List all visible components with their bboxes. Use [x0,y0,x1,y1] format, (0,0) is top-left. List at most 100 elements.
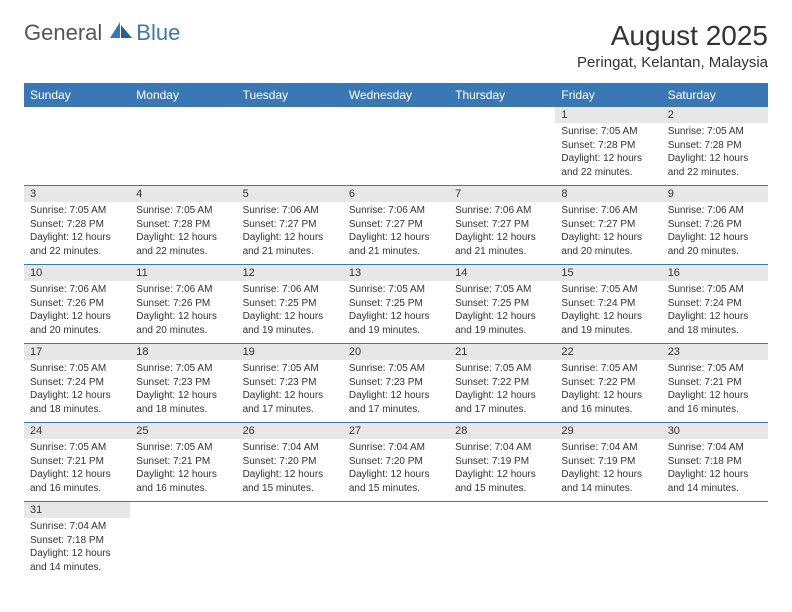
day-content: Sunrise: 7:05 AMSunset: 7:22 PMDaylight:… [555,360,661,420]
day-number: 1 [555,107,661,123]
header: General Blue August 2025 Peringat, Kelan… [24,20,768,71]
calendar-cell: 25Sunrise: 7:05 AMSunset: 7:21 PMDayligh… [130,423,236,502]
calendar-cell: 1Sunrise: 7:05 AMSunset: 7:28 PMDaylight… [555,107,661,186]
calendar-cell: 11Sunrise: 7:06 AMSunset: 7:26 PMDayligh… [130,265,236,344]
day-number: 15 [555,265,661,281]
calendar-cell [237,107,343,186]
calendar-cell: 2Sunrise: 7:05 AMSunset: 7:28 PMDaylight… [662,107,768,186]
day-content: Sunrise: 7:06 AMSunset: 7:27 PMDaylight:… [555,202,661,262]
day-content: Sunrise: 7:05 AMSunset: 7:24 PMDaylight:… [555,281,661,341]
calendar-cell: 29Sunrise: 7:04 AMSunset: 7:19 PMDayligh… [555,423,661,502]
day-content: Sunrise: 7:06 AMSunset: 7:27 PMDaylight:… [237,202,343,262]
day-content: Sunrise: 7:05 AMSunset: 7:21 PMDaylight:… [24,439,130,499]
calendar-cell: 28Sunrise: 7:04 AMSunset: 7:19 PMDayligh… [449,423,555,502]
calendar-cell: 12Sunrise: 7:06 AMSunset: 7:25 PMDayligh… [237,265,343,344]
calendar-cell: 6Sunrise: 7:06 AMSunset: 7:27 PMDaylight… [343,186,449,265]
day-number: 29 [555,423,661,439]
day-content: Sunrise: 7:05 AMSunset: 7:22 PMDaylight:… [449,360,555,420]
day-content: Sunrise: 7:06 AMSunset: 7:26 PMDaylight:… [130,281,236,341]
day-number: 14 [449,265,555,281]
day-number: 30 [662,423,768,439]
day-content: Sunrise: 7:05 AMSunset: 7:23 PMDaylight:… [130,360,236,420]
day-content: Sunrise: 7:06 AMSunset: 7:25 PMDaylight:… [237,281,343,341]
calendar-cell: 3Sunrise: 7:05 AMSunset: 7:28 PMDaylight… [24,186,130,265]
weekday-friday: Friday [555,83,661,107]
day-number: 18 [130,344,236,360]
calendar-cell: 18Sunrise: 7:05 AMSunset: 7:23 PMDayligh… [130,344,236,423]
calendar-cell: 22Sunrise: 7:05 AMSunset: 7:22 PMDayligh… [555,344,661,423]
calendar-week-row: 1Sunrise: 7:05 AMSunset: 7:28 PMDaylight… [24,107,768,186]
month-title: August 2025 [577,20,768,52]
calendar-cell [449,502,555,581]
day-content: Sunrise: 7:05 AMSunset: 7:28 PMDaylight:… [555,123,661,183]
calendar-cell [449,107,555,186]
calendar-week-row: 10Sunrise: 7:06 AMSunset: 7:26 PMDayligh… [24,265,768,344]
weekday-monday: Monday [130,83,236,107]
day-number: 3 [24,186,130,202]
day-content: Sunrise: 7:05 AMSunset: 7:24 PMDaylight:… [24,360,130,420]
day-number: 13 [343,265,449,281]
day-number: 31 [24,502,130,518]
day-content: Sunrise: 7:05 AMSunset: 7:23 PMDaylight:… [237,360,343,420]
day-content: Sunrise: 7:06 AMSunset: 7:27 PMDaylight:… [343,202,449,262]
day-number: 7 [449,186,555,202]
day-number: 11 [130,265,236,281]
weekday-header-row: Sunday Monday Tuesday Wednesday Thursday… [24,83,768,107]
calendar-cell: 8Sunrise: 7:06 AMSunset: 7:27 PMDaylight… [555,186,661,265]
calendar-week-row: 3Sunrise: 7:05 AMSunset: 7:28 PMDaylight… [24,186,768,265]
calendar-cell: 7Sunrise: 7:06 AMSunset: 7:27 PMDaylight… [449,186,555,265]
day-content: Sunrise: 7:05 AMSunset: 7:24 PMDaylight:… [662,281,768,341]
day-content: Sunrise: 7:04 AMSunset: 7:19 PMDaylight:… [449,439,555,499]
calendar-cell: 24Sunrise: 7:05 AMSunset: 7:21 PMDayligh… [24,423,130,502]
calendar-cell: 23Sunrise: 7:05 AMSunset: 7:21 PMDayligh… [662,344,768,423]
day-number: 6 [343,186,449,202]
day-number: 28 [449,423,555,439]
calendar-cell: 27Sunrise: 7:04 AMSunset: 7:20 PMDayligh… [343,423,449,502]
day-content: Sunrise: 7:05 AMSunset: 7:23 PMDaylight:… [343,360,449,420]
calendar-cell: 19Sunrise: 7:05 AMSunset: 7:23 PMDayligh… [237,344,343,423]
day-content: Sunrise: 7:04 AMSunset: 7:18 PMDaylight:… [24,518,130,578]
day-content: Sunrise: 7:04 AMSunset: 7:18 PMDaylight:… [662,439,768,499]
calendar-cell [343,107,449,186]
calendar-week-row: 17Sunrise: 7:05 AMSunset: 7:24 PMDayligh… [24,344,768,423]
calendar-cell [343,502,449,581]
day-number: 10 [24,265,130,281]
title-block: August 2025 Peringat, Kelantan, Malaysia [577,20,768,71]
day-number: 24 [24,423,130,439]
calendar-cell [662,502,768,581]
day-number: 21 [449,344,555,360]
logo-text-general: General [24,20,102,46]
day-number: 19 [237,344,343,360]
day-content: Sunrise: 7:05 AMSunset: 7:28 PMDaylight:… [24,202,130,262]
day-content: Sunrise: 7:04 AMSunset: 7:20 PMDaylight:… [343,439,449,499]
day-content: Sunrise: 7:06 AMSunset: 7:27 PMDaylight:… [449,202,555,262]
day-number: 20 [343,344,449,360]
day-content: Sunrise: 7:05 AMSunset: 7:21 PMDaylight:… [662,360,768,420]
weekday-sunday: Sunday [24,83,130,107]
weekday-thursday: Thursday [449,83,555,107]
day-content: Sunrise: 7:05 AMSunset: 7:28 PMDaylight:… [130,202,236,262]
day-number: 16 [662,265,768,281]
logo-text-blue: Blue [136,20,180,46]
calendar-cell [237,502,343,581]
calendar-cell: 26Sunrise: 7:04 AMSunset: 7:20 PMDayligh… [237,423,343,502]
calendar-cell: 20Sunrise: 7:05 AMSunset: 7:23 PMDayligh… [343,344,449,423]
logo: General Blue [24,20,180,46]
calendar-cell: 21Sunrise: 7:05 AMSunset: 7:22 PMDayligh… [449,344,555,423]
weekday-wednesday: Wednesday [343,83,449,107]
logo-sail-icon [106,20,134,40]
day-number: 5 [237,186,343,202]
calendar-cell [130,502,236,581]
day-number: 23 [662,344,768,360]
calendar-cell: 15Sunrise: 7:05 AMSunset: 7:24 PMDayligh… [555,265,661,344]
day-content: Sunrise: 7:05 AMSunset: 7:25 PMDaylight:… [449,281,555,341]
calendar-cell [24,107,130,186]
calendar-week-row: 31Sunrise: 7:04 AMSunset: 7:18 PMDayligh… [24,502,768,581]
calendar-table: Sunday Monday Tuesday Wednesday Thursday… [24,83,768,580]
calendar-cell: 5Sunrise: 7:06 AMSunset: 7:27 PMDaylight… [237,186,343,265]
day-content: Sunrise: 7:05 AMSunset: 7:28 PMDaylight:… [662,123,768,183]
weekday-tuesday: Tuesday [237,83,343,107]
calendar-cell: 10Sunrise: 7:06 AMSunset: 7:26 PMDayligh… [24,265,130,344]
calendar-week-row: 24Sunrise: 7:05 AMSunset: 7:21 PMDayligh… [24,423,768,502]
calendar-cell [130,107,236,186]
